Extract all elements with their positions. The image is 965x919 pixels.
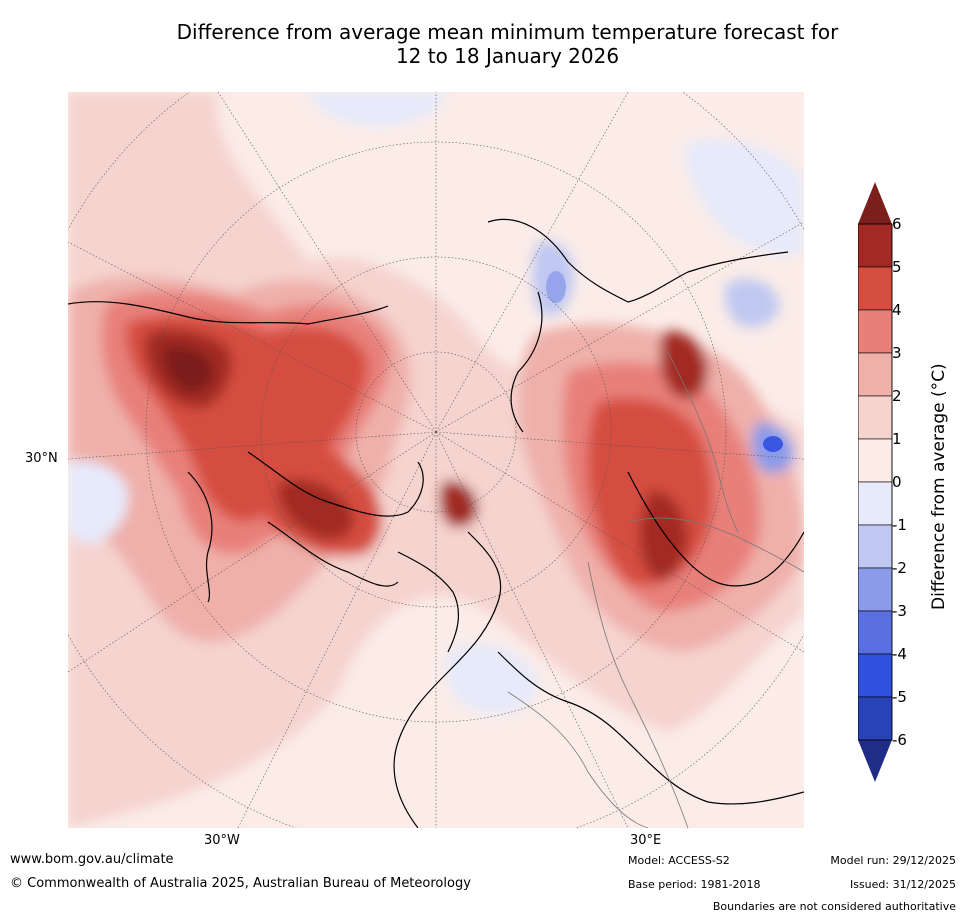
colorbar-tick: 2 — [892, 387, 902, 405]
colorbar-tick: 3 — [892, 344, 902, 362]
anomaly-map — [67, 91, 805, 829]
colorbar-under-arrow — [858, 740, 892, 782]
colorbar-tick: -1 — [892, 516, 907, 534]
title-line-1: Difference from average mean minimum tem… — [176, 20, 839, 44]
colorbar-tick: -6 — [892, 731, 907, 749]
colorbar-tick: -3 — [892, 602, 907, 620]
base-period-label: Base period: 1981-2018 — [628, 878, 761, 891]
lon-label-30w: 30°W — [204, 833, 240, 848]
colorbar-segment — [858, 567, 893, 612]
title-line-2: 12 to 18 January 2026 — [395, 44, 620, 68]
map-title: Difference from average mean minimum tem… — [90, 20, 925, 68]
cold-spot — [763, 436, 783, 452]
colorbar-segment — [858, 610, 893, 655]
colorbar-frame — [858, 223, 893, 741]
colorbar-segment — [858, 653, 893, 698]
colorbar-segment — [858, 481, 893, 526]
colorbar-segment — [858, 524, 893, 569]
colorbar-tick: -2 — [892, 559, 907, 577]
lat-label-30n: 30°N — [25, 451, 58, 466]
colorbar-segment — [858, 438, 893, 483]
colorbar-tick: 1 — [892, 430, 902, 448]
model-label: Model: ACCESS-S2 — [628, 854, 730, 867]
colorbar-tick: -5 — [892, 688, 907, 706]
colorbar-tick: -4 — [892, 645, 907, 663]
coastlines — [68, 218, 804, 828]
colorbar — [858, 182, 893, 782]
colorbar-tick: 6 — [892, 215, 902, 233]
colorbar-tick: 4 — [892, 301, 902, 319]
colorbar-over-arrow — [858, 182, 892, 224]
colorbar-segment — [858, 395, 893, 440]
colorbar-segments — [858, 223, 893, 741]
colorbar-segment — [858, 696, 893, 741]
footer-copyright: © Commonwealth of Australia 2025, Austra… — [10, 876, 471, 891]
colorbar-tick: 5 — [892, 258, 902, 276]
colorbar-segment — [858, 309, 893, 354]
colorbar-segment — [858, 266, 893, 311]
colorbar-segment — [858, 223, 893, 268]
graticule — [68, 92, 804, 828]
map-canvas — [68, 92, 804, 828]
footer-url[interactable]: www.bom.gov.au/climate — [10, 852, 174, 867]
issued-label: Issued: 31/12/2025 — [849, 878, 956, 891]
cold-spot-scandinavia — [546, 271, 566, 303]
country-borders — [507, 351, 804, 828]
boundary-disclaimer: Boundaries are not considered authoritat… — [712, 900, 956, 913]
colorbar-label: Difference from average (°C) — [929, 363, 949, 610]
colorbar-tick: 0 — [892, 473, 902, 491]
colorbar-segment — [858, 352, 893, 397]
lon-label-30e: 30°E — [630, 833, 662, 848]
model-run-label: Model run: 29/12/2025 — [830, 854, 956, 867]
